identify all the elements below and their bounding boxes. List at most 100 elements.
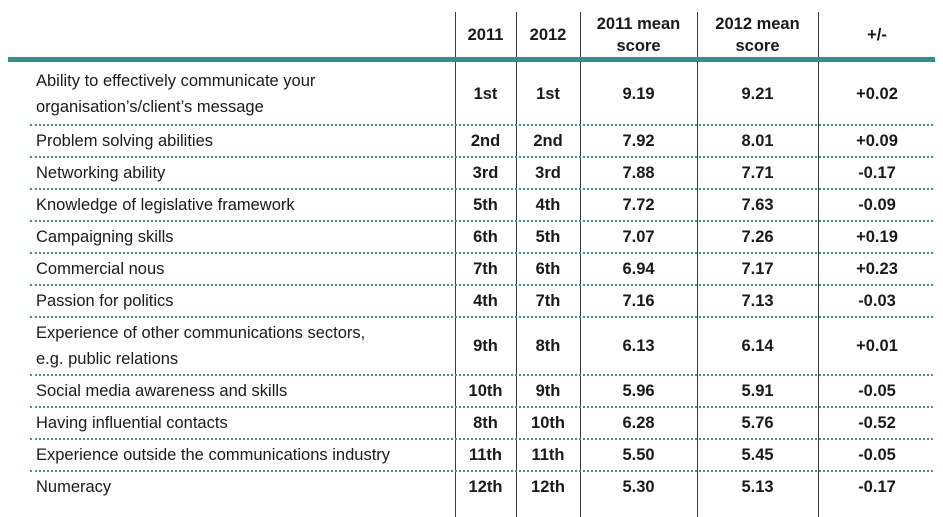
mean-2012-cell: 6.14 — [741, 337, 774, 355]
row-label-line: Commercial nous — [36, 260, 165, 278]
row-label-line: Knowledge of legislative framework — [36, 196, 295, 214]
column-divider — [818, 12, 819, 517]
column-header: 2011 mean score — [580, 12, 697, 57]
mean-2012-cell: 9.21 — [741, 84, 774, 103]
column-header-text: score — [616, 36, 661, 55]
rank-2011-cell: 10th — [468, 382, 503, 400]
row-separator — [30, 124, 933, 126]
change-cell: -0.05 — [858, 446, 896, 464]
rank-2011-cell: 1st — [473, 84, 498, 103]
rank-2011-cell: 11th — [468, 446, 503, 464]
row-separator — [30, 284, 933, 286]
rank-2012-cell: 7th — [535, 292, 561, 310]
row-label-line: Experience of other communications secto… — [36, 324, 366, 342]
rank-2012-cell: 9th — [535, 382, 561, 400]
column-divider — [580, 12, 581, 517]
mean-2012-cell: 5.13 — [741, 478, 774, 496]
row-label-line: Social media awareness and skills — [36, 382, 288, 400]
rank-2012-cell: 10th — [531, 414, 565, 432]
rank-2012-cell: 1st — [536, 84, 560, 103]
column-header-text: 2012 mean — [715, 14, 800, 33]
mean-2012-cell: 7.63 — [741, 196, 774, 214]
mean-2012-cell: 5.45 — [741, 446, 774, 464]
row-label: Networking ability — [36, 157, 452, 189]
mean-2011-cell: 6.28 — [622, 414, 655, 432]
column-header: 2012 mean score — [697, 12, 818, 57]
rank-2012-cell: 2nd — [533, 132, 563, 150]
rank-2011-cell: 12th — [468, 478, 503, 496]
row-label-line: Ability to effectively communicate your — [36, 71, 316, 90]
column-header-text: 2011 mean — [596, 14, 681, 33]
rank-2011-cell: 6th — [473, 228, 498, 246]
row-label: Experience outside the communications in… — [36, 439, 452, 471]
header-rule — [8, 57, 935, 62]
change-cell: +0.19 — [856, 228, 898, 246]
change-cell: -0.52 — [858, 414, 896, 432]
row-label-line: Having influential contacts — [36, 414, 228, 432]
row-label-line: Problem solving abilities — [36, 132, 213, 150]
change-cell: -0.03 — [858, 292, 896, 310]
change-cell: +0.02 — [856, 84, 898, 103]
row-label: Having influential contacts — [36, 407, 452, 439]
row-separator — [30, 316, 933, 318]
column-divider — [516, 12, 517, 517]
column-header-text: 2012 — [529, 25, 567, 44]
column-header: 2012 — [516, 12, 580, 57]
mean-2011-cell: 7.88 — [622, 164, 655, 182]
rank-2012-cell: 11th — [531, 446, 565, 464]
row-label: Numeracy — [36, 471, 452, 503]
change-cell: +0.23 — [856, 260, 898, 278]
column-header-text: 2011 — [467, 25, 504, 44]
row-label-line: Networking ability — [36, 164, 166, 182]
column-header: 2011 — [455, 12, 516, 57]
change-cell: -0.17 — [858, 164, 896, 182]
row-label: Knowledge of legislative framework — [36, 189, 452, 221]
mean-2011-cell: 6.13 — [622, 337, 655, 355]
rank-2012-cell: 4th — [535, 196, 561, 214]
change-cell: +0.01 — [856, 337, 898, 355]
change-cell: -0.09 — [858, 196, 896, 214]
row-label: Campaigning skills — [36, 221, 452, 253]
rank-2012-cell: 3rd — [535, 164, 561, 182]
mean-2011-cell: 6.94 — [622, 260, 655, 278]
change-cell: -0.05 — [858, 382, 896, 400]
row-label: Ability to effectively communicate your o… — [36, 62, 452, 125]
rank-2011-cell: 7th — [473, 260, 498, 278]
mean-2011-cell: 7.92 — [622, 132, 655, 150]
row-label: Problem solving abilities — [36, 125, 452, 157]
mean-2012-cell: 5.91 — [741, 382, 774, 400]
column-header-text: score — [735, 36, 780, 55]
row-label-line: Passion for politics — [36, 292, 174, 310]
rank-2011-cell: 4th — [473, 292, 498, 310]
row-separator — [30, 374, 933, 376]
rank-2011-cell: 9th — [473, 337, 498, 355]
row-label-line: Campaigning skills — [36, 228, 174, 246]
mean-2011-cell: 9.19 — [622, 84, 655, 103]
change-cell: +0.09 — [856, 132, 898, 150]
mean-2011-cell: 5.30 — [622, 478, 655, 496]
mean-2012-cell: 7.26 — [741, 228, 774, 246]
row-label: Experience of other communications secto… — [36, 317, 452, 375]
row-label: Passion for politics — [36, 285, 452, 317]
rank-2011-cell: 8th — [473, 414, 498, 432]
row-separator — [30, 220, 933, 222]
column-divider — [697, 12, 698, 517]
mean-2012-cell: 5.76 — [741, 414, 774, 432]
row-separator — [30, 470, 933, 472]
rank-2011-cell: 5th — [473, 196, 498, 214]
row-separator — [30, 438, 933, 440]
row-separator — [30, 252, 933, 254]
rank-2011-cell: 2nd — [470, 132, 501, 150]
mean-2012-cell: 8.01 — [741, 132, 774, 150]
rank-2012-cell: 12th — [531, 478, 565, 496]
column-divider — [455, 12, 456, 517]
rank-2011-cell: 3rd — [472, 164, 499, 182]
mean-2011-cell: 7.72 — [622, 196, 655, 214]
row-separator — [30, 188, 933, 190]
rank-2012-cell: 5th — [535, 228, 561, 246]
row-label: Commercial nous — [36, 253, 452, 285]
mean-2012-cell: 7.13 — [741, 292, 774, 310]
row-label-line: e.g. public relations — [36, 350, 179, 368]
mean-2011-cell: 7.16 — [622, 292, 655, 310]
mean-2011-cell: 7.07 — [622, 228, 655, 246]
